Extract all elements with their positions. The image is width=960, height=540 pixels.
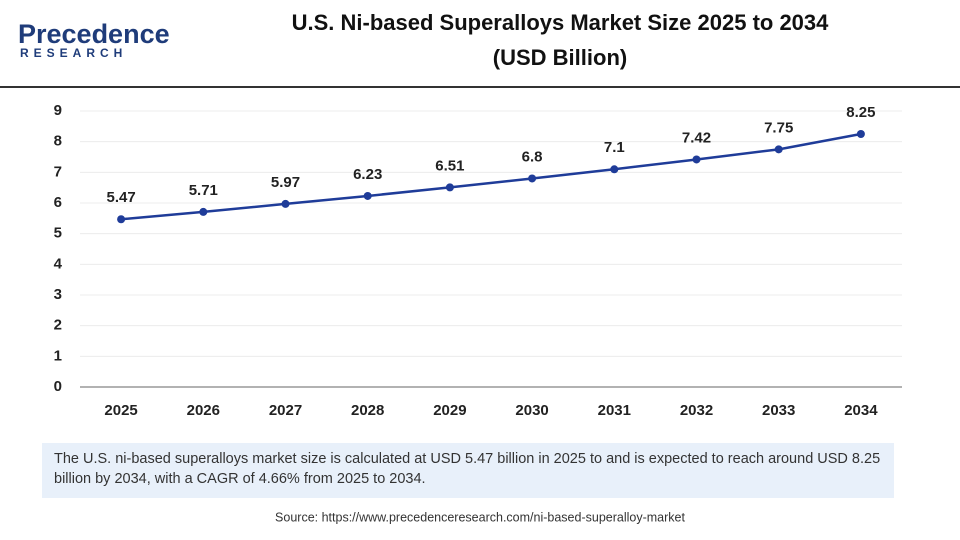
point	[856, 130, 865, 138]
y-tick-label: 6	[54, 194, 62, 211]
value-label: 6.51	[435, 157, 464, 174]
value-label: 5.71	[189, 182, 218, 199]
y-tick-label: 7	[54, 163, 62, 180]
x-tick-label: 2029	[433, 402, 466, 419]
y-tick-label: 8	[54, 133, 62, 150]
point	[774, 145, 783, 154]
source: Source: https://www.precedenceresearch.c…	[275, 510, 685, 524]
description: The U.S. ni-based superalloys market siz…	[42, 443, 894, 498]
y-tick-label: 1	[54, 347, 62, 364]
x-tick-label: 2027	[269, 402, 302, 419]
x-tick-label: 2032	[680, 402, 713, 419]
y-tick-label: 0	[54, 378, 62, 395]
logo-name: Precedence	[18, 19, 170, 49]
value-label: 5.97	[271, 174, 300, 191]
point	[363, 191, 372, 200]
point	[610, 165, 619, 174]
value-label: 7.75	[764, 119, 793, 136]
x-tick-label: 2033	[762, 402, 795, 419]
y-tick-label: 3	[54, 286, 62, 303]
point	[445, 183, 454, 192]
point	[117, 215, 126, 224]
y-tick-label: 9	[54, 102, 62, 119]
value-label: 7.42	[682, 129, 711, 146]
logo-tagline: RESEARCH	[20, 46, 127, 60]
point	[528, 174, 537, 183]
x-tick-label: 2026	[187, 402, 220, 419]
point	[199, 207, 208, 216]
x-tick-label: 2030	[515, 402, 548, 419]
value-label: 6.23	[353, 166, 382, 183]
x-tick-label: 2025	[104, 402, 137, 419]
point	[281, 199, 290, 208]
chart-title: U.S. Ni-based Superalloys Market Size 20…	[292, 10, 830, 35]
y-tick-label: 2	[54, 317, 62, 334]
x-tick-label: 2031	[598, 402, 631, 419]
value-label: 6.8	[522, 148, 543, 165]
y-tick-label: 4	[54, 255, 63, 272]
line	[120, 132, 862, 221]
point	[692, 155, 701, 164]
y-tick-label: 5	[54, 225, 62, 242]
value-label: 7.1	[604, 139, 625, 156]
value-label: 5.47	[106, 189, 135, 206]
chart-subtitle: (USD Billion)	[493, 45, 627, 70]
value-label: 8.25	[846, 104, 875, 121]
x-tick-label: 2028	[351, 402, 384, 419]
x-tick-label: 2034	[844, 402, 878, 419]
